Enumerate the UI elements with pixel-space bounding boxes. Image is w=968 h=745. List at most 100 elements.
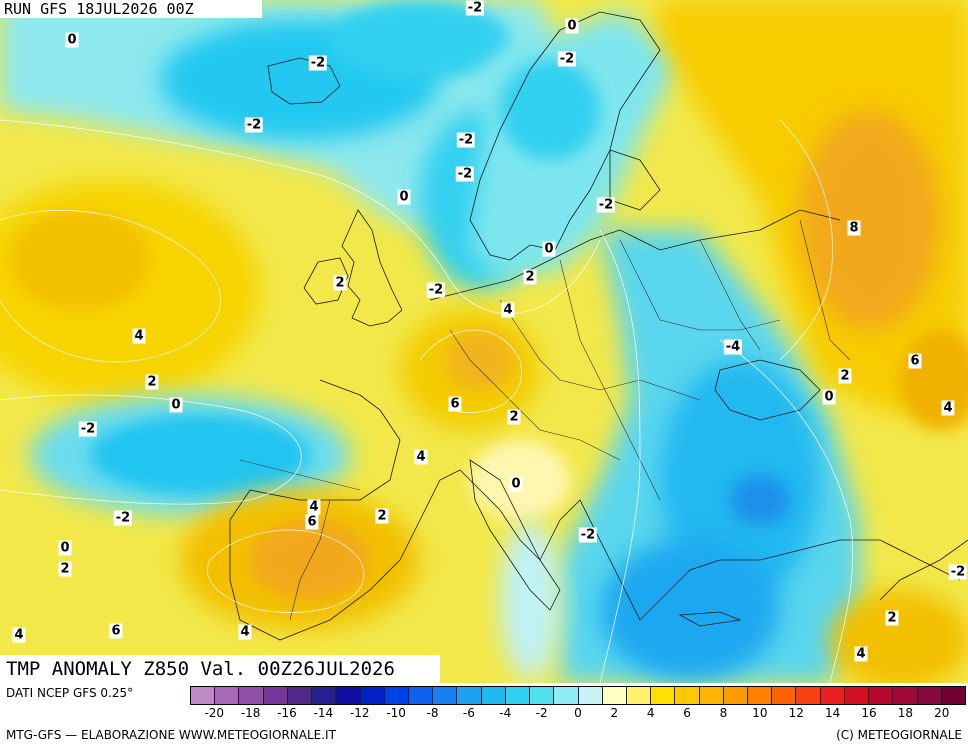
contour-label: 4 — [501, 302, 515, 318]
scale-cell — [360, 687, 385, 704]
scale-cell — [312, 687, 337, 704]
contour-label: 2 — [523, 269, 537, 285]
contour-label: -2 — [308, 55, 328, 71]
scale-cell — [554, 687, 579, 704]
contour-label: 2 — [375, 508, 389, 524]
scale-tick-label: -16 — [277, 706, 297, 720]
contour-label: 0 — [169, 397, 183, 413]
contour-label: 0 — [565, 18, 579, 34]
scale-cell — [651, 687, 676, 704]
contour-label: 2 — [838, 368, 852, 384]
scale-tick-label: -14 — [313, 706, 334, 720]
scale-cell — [263, 687, 288, 704]
contour-label: 8 — [847, 220, 861, 236]
contour-label: -2 — [557, 51, 577, 67]
scale-tick-label: 12 — [788, 706, 804, 720]
contour-label: 4 — [132, 328, 146, 344]
scale-cell — [191, 687, 216, 704]
contour-label: 6 — [109, 623, 123, 639]
contour-label: -2 — [113, 510, 133, 526]
contour-label: -2 — [455, 166, 475, 182]
scale-cell — [893, 687, 918, 704]
scale-tick-label: 14 — [824, 706, 841, 720]
scale-ticks: -20 -18 -16 -14 -12 -10 -8 -6 -4 -2 0 2 4 6 8 10 12 14 16 1… — [190, 706, 966, 722]
map-title: TMP ANOMALY Z850 Val. 00Z26JUL2026 — [0, 655, 440, 683]
contour-label: -2 — [426, 282, 446, 298]
credit-left: MTG-GFS — ELABORAZIONE WWW.METEOGIORNALE… — [6, 728, 336, 742]
scale-cell — [433, 687, 458, 704]
scale-cell — [796, 687, 821, 704]
scale-tick-label: 20 — [934, 706, 950, 720]
contour-label: -4 — [723, 339, 743, 355]
scale-cell — [408, 687, 434, 704]
scale-tick-label: 4 — [646, 706, 655, 720]
scale-cell — [602, 687, 627, 704]
contour-label: 6 — [305, 514, 319, 530]
contour-label: 0 — [509, 476, 523, 492]
scale-cell — [626, 687, 652, 704]
scale-tick-label: -6 — [462, 706, 475, 720]
scale-tick-label: 18 — [897, 706, 914, 720]
scale-tick-label: -18 — [240, 706, 261, 720]
scale-tick-label: 8 — [719, 706, 728, 720]
scale-cell — [723, 687, 749, 704]
scale-tick-label: 0 — [574, 706, 582, 720]
scale-cell — [530, 687, 555, 704]
anomaly-field — [0, 0, 968, 683]
contour-label: 4 — [854, 646, 868, 662]
credit-right: (C) METEOGIORNALE — [836, 728, 962, 742]
scale-tick-label: -8 — [426, 706, 439, 720]
scale-cell — [844, 687, 870, 704]
scale-tick-label: 10 — [752, 706, 768, 720]
contour-label: 4 — [941, 400, 955, 416]
scale-cell — [748, 687, 773, 704]
contour-label: 0 — [397, 189, 411, 205]
contour-label: 4 — [307, 499, 321, 515]
contour-label: 6 — [448, 396, 462, 412]
contour-label: 4 — [414, 449, 428, 465]
contour-label: 2 — [507, 409, 521, 425]
contour-label: -2 — [244, 117, 264, 133]
contour-label: 0 — [542, 241, 556, 257]
contour-label: -2 — [596, 197, 616, 213]
scale-tick-label: -10 — [386, 706, 406, 720]
color-scale — [190, 686, 966, 705]
contour-label: -2 — [456, 132, 476, 148]
scale-cell — [384, 687, 409, 704]
scale-tick-label: 16 — [861, 706, 877, 720]
scale-cell — [287, 687, 313, 704]
scale-cell — [941, 687, 965, 704]
scale-cell — [917, 687, 942, 704]
contour-label: 2 — [58, 561, 72, 577]
scale-cell — [820, 687, 845, 704]
scale-cell — [772, 687, 797, 704]
scale-cell — [699, 687, 724, 704]
contour-label: 4 — [238, 624, 252, 640]
contour-label: 0 — [822, 389, 836, 405]
contour-label: -2 — [578, 527, 598, 543]
data-source: DATI NCEP GFS 0.25° — [6, 686, 134, 700]
contour-label: -2 — [78, 421, 98, 437]
contour-lines — [0, 119, 854, 683]
scale-cell — [336, 687, 361, 704]
run-label: RUN GFS 18JUL2026 00Z — [0, 0, 262, 18]
scale-cell — [578, 687, 603, 704]
contour-label: 0 — [65, 32, 79, 48]
scale-cell — [675, 687, 700, 704]
contour-label: 2 — [885, 610, 899, 626]
scale-cell — [215, 687, 240, 704]
scale-cell — [239, 687, 264, 704]
scale-tick-label: -12 — [349, 706, 370, 720]
scale-tick-label: 6 — [683, 706, 691, 720]
scale-cell — [505, 687, 531, 704]
scale-cell — [481, 687, 506, 704]
footer: DATI NCEP GFS 0.25° -2 0 -18 -16 -14 -12 -10 -8… — [0, 683, 968, 745]
scale-cell — [457, 687, 482, 704]
contour-label: 2 — [333, 275, 347, 291]
contour-label: 4 — [12, 627, 26, 643]
scale-tick-label: -4 — [499, 706, 512, 720]
scale-tick-label: -2 — [535, 706, 548, 720]
scale-cell — [869, 687, 894, 704]
contour-label: -2 — [465, 0, 485, 16]
scale-tick-label: 2 — [610, 706, 619, 720]
